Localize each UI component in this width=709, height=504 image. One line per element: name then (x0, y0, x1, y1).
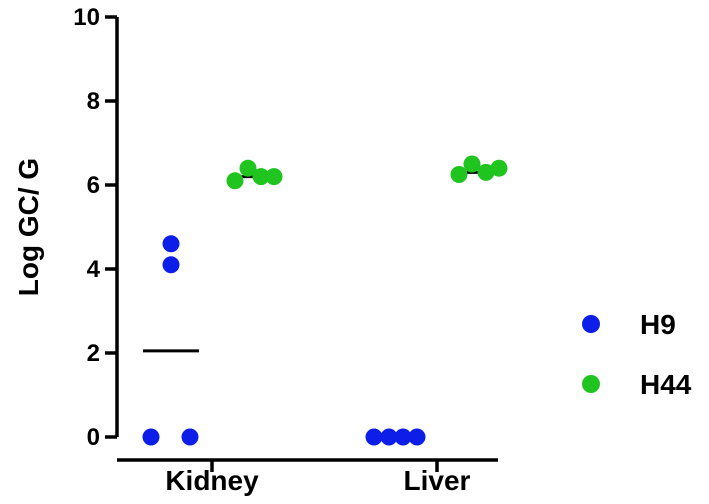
data-point (380, 428, 398, 446)
data-point (142, 428, 160, 446)
y-tick-label: 4 (87, 256, 101, 283)
data-point (162, 256, 180, 274)
data-point (162, 235, 180, 253)
data-point (408, 428, 426, 446)
y-axis-title: Log GC/ G (13, 158, 44, 296)
y-tick-label: 8 (87, 88, 100, 115)
y-tick-label: 10 (73, 4, 100, 31)
data-point (239, 159, 257, 177)
data-point (265, 168, 283, 186)
data-point (252, 168, 270, 186)
legend-label: H9 (640, 309, 676, 340)
legend-label: H44 (640, 369, 692, 400)
axes: 0 2 4 6 8 10 Kidney Liver (73, 4, 498, 496)
y-tick-label: 2 (87, 340, 100, 367)
data-point (181, 428, 199, 446)
data-point (477, 163, 495, 181)
legend-marker (582, 315, 600, 333)
y-tick-label: 0 (87, 424, 100, 451)
x-category-label: Kidney (165, 465, 259, 496)
data-point (365, 428, 383, 446)
data-point (490, 159, 508, 177)
y-tick-label: 6 (87, 172, 100, 199)
data-point (463, 155, 481, 173)
data-point (394, 428, 412, 446)
data-point (226, 172, 244, 190)
chart-marks (142, 155, 508, 446)
data-point (450, 166, 468, 183)
legend: H9 H44 (582, 309, 692, 400)
legend-marker (582, 375, 600, 393)
x-category-label: Liver (404, 465, 471, 496)
